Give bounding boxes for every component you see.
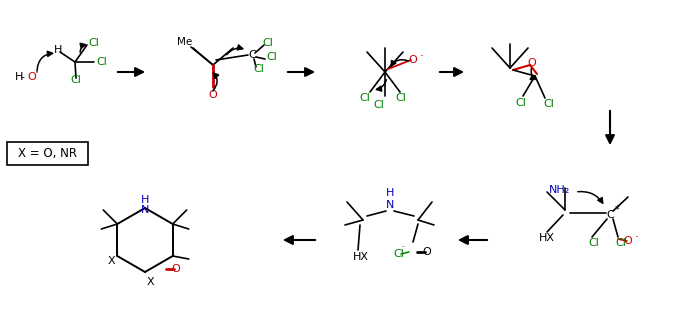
Text: O: O bbox=[172, 264, 180, 274]
Text: ·: · bbox=[35, 67, 39, 80]
Text: ·: · bbox=[420, 51, 424, 64]
Text: Cl: Cl bbox=[88, 38, 99, 48]
Text: NH₂: NH₂ bbox=[550, 185, 570, 195]
FancyBboxPatch shape bbox=[6, 142, 88, 164]
Text: Cl: Cl bbox=[266, 52, 277, 62]
Text: N: N bbox=[141, 205, 149, 215]
Text: Cl: Cl bbox=[393, 249, 405, 259]
Text: Cl: Cl bbox=[253, 64, 264, 74]
Text: O: O bbox=[409, 55, 417, 65]
Text: Cl: Cl bbox=[71, 75, 81, 85]
Text: Cl: Cl bbox=[543, 99, 554, 109]
Text: Cl: Cl bbox=[615, 238, 626, 248]
Text: N: N bbox=[386, 200, 394, 210]
Text: C: C bbox=[248, 50, 256, 60]
Text: X = O, NR: X = O, NR bbox=[18, 147, 76, 160]
Text: O: O bbox=[624, 236, 632, 246]
Text: H: H bbox=[386, 188, 394, 198]
Text: Cl: Cl bbox=[395, 93, 406, 103]
Text: Cl: Cl bbox=[262, 38, 273, 48]
Text: *: * bbox=[615, 205, 620, 215]
Text: O: O bbox=[528, 58, 536, 68]
Text: Cl: Cl bbox=[374, 100, 384, 110]
Text: HX: HX bbox=[353, 252, 369, 262]
Text: X: X bbox=[146, 277, 154, 287]
Text: -: - bbox=[20, 72, 24, 82]
Text: HX: HX bbox=[539, 233, 555, 243]
Text: C: C bbox=[606, 210, 614, 220]
Text: ⁻: ⁻ bbox=[401, 244, 405, 252]
Text: Cl: Cl bbox=[588, 238, 599, 248]
Text: O: O bbox=[27, 72, 36, 82]
Text: X: X bbox=[108, 256, 115, 266]
Text: O: O bbox=[209, 90, 218, 100]
Text: Cl: Cl bbox=[515, 98, 526, 108]
Text: Me: Me bbox=[177, 37, 192, 47]
Text: Cl: Cl bbox=[359, 93, 370, 103]
Text: H: H bbox=[15, 72, 23, 82]
Text: H: H bbox=[54, 45, 62, 55]
Text: ·: · bbox=[635, 232, 639, 245]
Text: Cl: Cl bbox=[96, 57, 107, 67]
Text: O: O bbox=[423, 247, 431, 257]
Text: H: H bbox=[141, 195, 149, 205]
